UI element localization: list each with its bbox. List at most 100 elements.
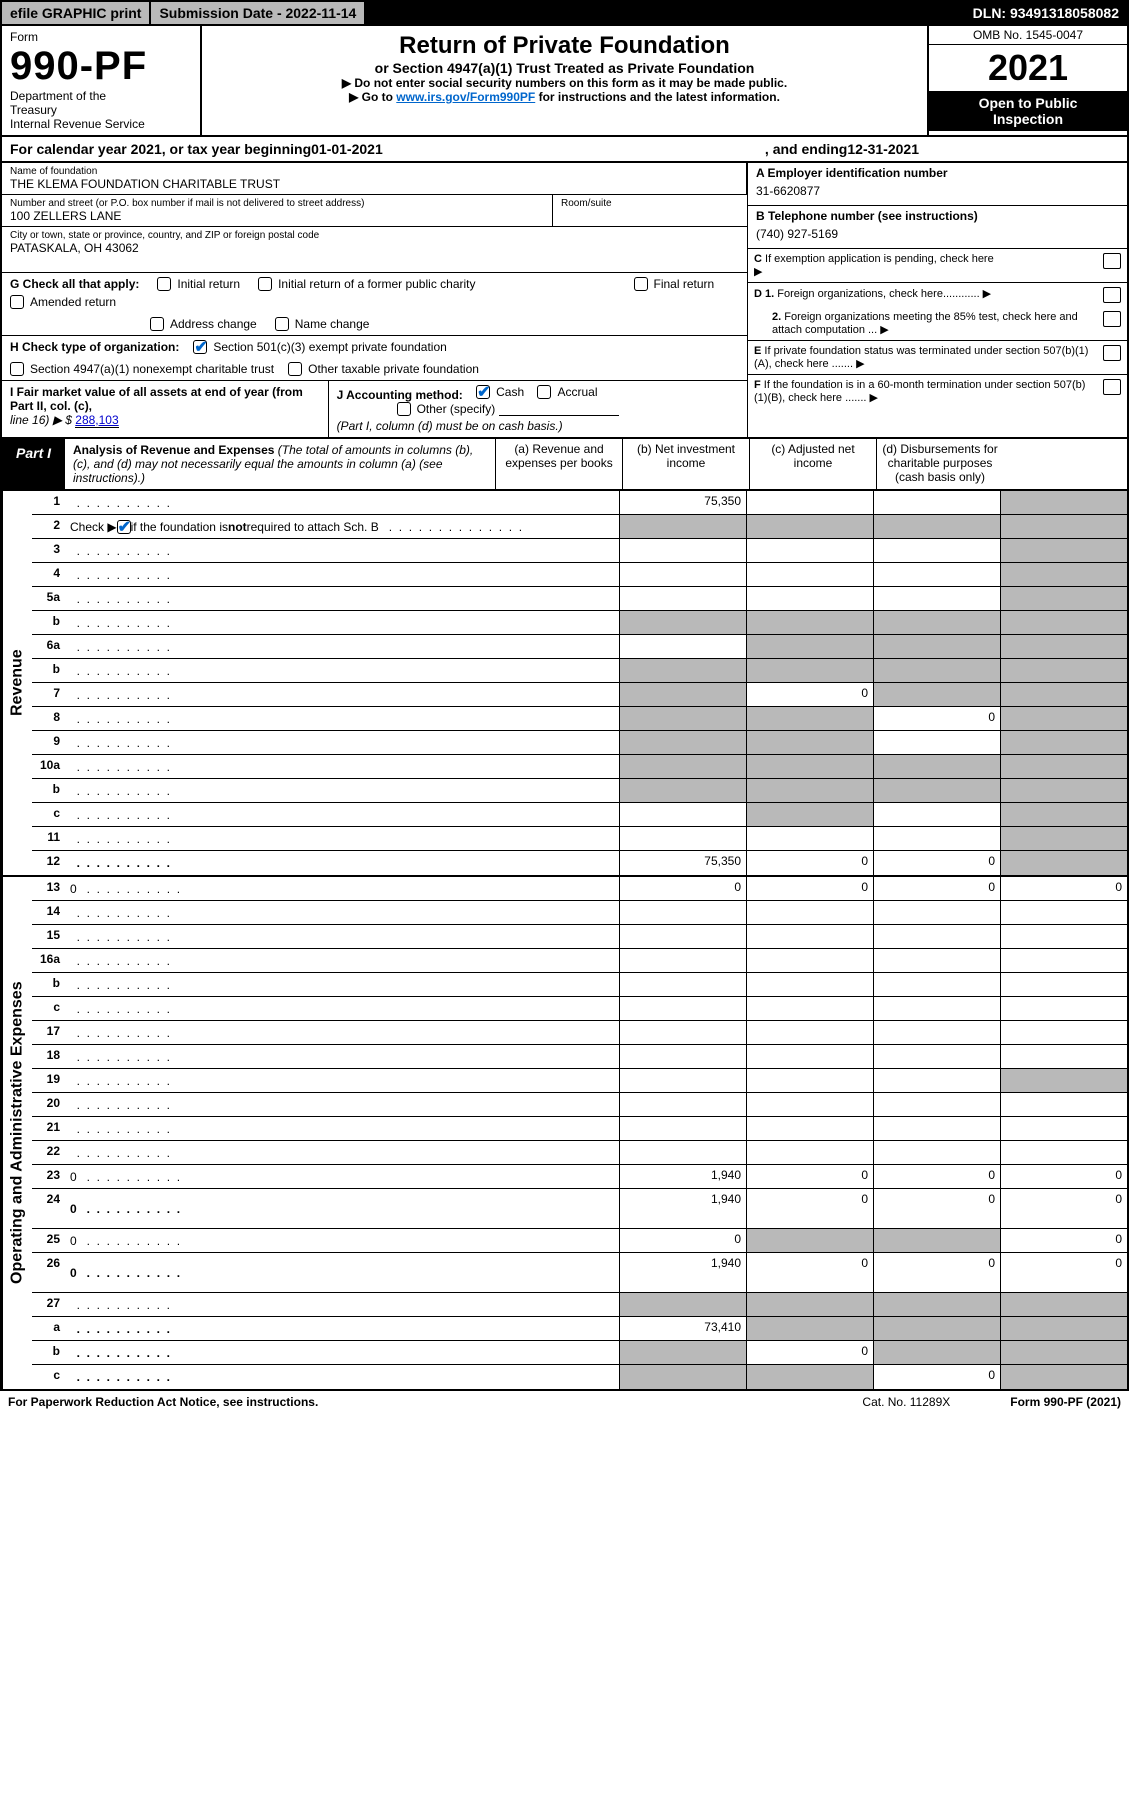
- h-opt-2: Section 4947(a)(1) nonexempt charitable …: [30, 362, 274, 376]
- table-row: 22 . . . . . . . . . .: [32, 1141, 1127, 1165]
- chk-4947[interactable]: [10, 362, 24, 376]
- g-opt-0: Initial return: [177, 277, 240, 291]
- chk-accrual[interactable]: [537, 385, 551, 399]
- cell-a: [619, 1069, 746, 1092]
- cell-a: [619, 997, 746, 1020]
- dln: DLN: 93491318058082: [965, 2, 1127, 24]
- cell-a: [619, 563, 746, 586]
- cell-d: [1000, 779, 1127, 802]
- chk-other-method[interactable]: [397, 402, 411, 416]
- j-note: (Part I, column (d) must be on cash basi…: [337, 419, 563, 433]
- fmv-link[interactable]: 288,103: [75, 413, 118, 428]
- row-num: 20: [32, 1093, 66, 1116]
- instr2-pre: ▶ Go to: [349, 90, 396, 104]
- chk-amended[interactable]: [10, 295, 24, 309]
- city-state-zip: PATASKALA, OH 43062: [10, 241, 739, 255]
- row-num: 14: [32, 901, 66, 924]
- row-num: 12: [32, 851, 66, 875]
- row-num: b: [32, 659, 66, 682]
- row-desc: . . . . . . . . . .: [66, 587, 619, 610]
- row-num: 7: [32, 683, 66, 706]
- chk-other-taxable[interactable]: [288, 362, 302, 376]
- chk-name-change[interactable]: [275, 317, 289, 331]
- chk-d1[interactable]: [1103, 287, 1121, 303]
- row-desc: . . . . . . . . . .: [66, 683, 619, 706]
- row-desc: 0 . . . . . . . . . .: [66, 1165, 619, 1188]
- telephone: (740) 927-5169: [756, 223, 1119, 245]
- cell-c: [873, 1117, 1000, 1140]
- table-row: 250 . . . . . . . . . .00: [32, 1229, 1127, 1253]
- revenue-table: Revenue 1 . . . . . . . . . .75,3502Chec…: [0, 491, 1129, 877]
- cell-a: [619, 1093, 746, 1116]
- cell-d: [1000, 1093, 1127, 1116]
- open-public-1: Open to Public: [931, 95, 1125, 111]
- table-row: 130 . . . . . . . . . .0000: [32, 877, 1127, 901]
- cell-d: [1000, 901, 1127, 924]
- cell-d: [1000, 683, 1127, 706]
- cell-b: [746, 515, 873, 538]
- footer-mid: Cat. No. 11289X: [862, 1395, 950, 1409]
- table-row: 8 . . . . . . . . . .0: [32, 707, 1127, 731]
- cell-b: [746, 635, 873, 658]
- cell-a: [619, 683, 746, 706]
- row-desc: Check ▶ if the foundation is not require…: [66, 515, 619, 538]
- chk-final-return[interactable]: [634, 277, 648, 291]
- topbar: efile GRAPHIC print Submission Date - 20…: [0, 0, 1129, 26]
- cell-c: 0: [873, 707, 1000, 730]
- row-num: b: [32, 973, 66, 996]
- cell-c: [873, 1093, 1000, 1116]
- chk-c[interactable]: [1103, 253, 1121, 269]
- table-row: 5a . . . . . . . . . .: [32, 587, 1127, 611]
- h-label: H Check type of organization:: [10, 340, 179, 354]
- row-desc: . . . . . . . . . .: [66, 949, 619, 972]
- row-desc: . . . . . . . . . .: [66, 563, 619, 586]
- row-desc: . . . . . . . . . .: [66, 491, 619, 514]
- form-number: 990-PF: [10, 44, 192, 89]
- cell-b: 0: [746, 1341, 873, 1364]
- cell-a: [619, 827, 746, 850]
- chk-d2[interactable]: [1103, 311, 1121, 327]
- row-desc: . . . . . . . . . .: [66, 779, 619, 802]
- form-title: Return of Private Foundation: [210, 32, 919, 60]
- cell-b: 0: [746, 851, 873, 875]
- cell-a: 75,350: [619, 851, 746, 875]
- cell-b: [746, 803, 873, 826]
- cell-b: [746, 611, 873, 634]
- row-desc: . . . . . . . . . .: [66, 755, 619, 778]
- cell-b: 0: [746, 1165, 873, 1188]
- cell-c: [873, 779, 1000, 802]
- table-row: b . . . . . . . . . .: [32, 779, 1127, 803]
- dept-3: Internal Revenue Service: [10, 117, 192, 131]
- cell-a: [619, 973, 746, 996]
- table-row: 27 . . . . . . . . . .: [32, 1293, 1127, 1317]
- item-d2: 2. Foreign organizations meeting the 85%…: [748, 307, 1127, 341]
- cell-a: [619, 901, 746, 924]
- chk-address-change[interactable]: [150, 317, 164, 331]
- table-row: c . . . . . . . . . .: [32, 997, 1127, 1021]
- cell-d: 0: [1000, 1253, 1127, 1292]
- chk-initial-return[interactable]: [157, 277, 171, 291]
- table-row: 12 . . . . . . . . . .75,35000: [32, 851, 1127, 875]
- cell-c: [873, 1341, 1000, 1364]
- chk-initial-former[interactable]: [258, 277, 272, 291]
- cell-d: [1000, 997, 1127, 1020]
- cal-begin: 01-01-2021: [311, 141, 383, 157]
- cal-end: 12-31-2021: [847, 141, 919, 157]
- chk-f[interactable]: [1103, 379, 1121, 395]
- row-num: b: [32, 611, 66, 634]
- chk-cash[interactable]: [476, 385, 490, 399]
- city-label: City or town, state or province, country…: [10, 230, 739, 241]
- cell-d: 0: [1000, 1189, 1127, 1228]
- cell-c: [873, 1141, 1000, 1164]
- cell-d: [1000, 1021, 1127, 1044]
- cell-b: [746, 1293, 873, 1316]
- street-address: 100 ZELLERS LANE: [10, 209, 544, 223]
- form-header: Form 990-PF Department of the Treasury I…: [0, 26, 1129, 137]
- room-label: Room/suite: [561, 198, 739, 209]
- instr-link[interactable]: www.irs.gov/Form990PF: [396, 90, 535, 104]
- table-row: b . . . . . . . . . .: [32, 973, 1127, 997]
- chk-501c3[interactable]: [193, 340, 207, 354]
- cell-a: [619, 779, 746, 802]
- cell-c: [873, 1293, 1000, 1316]
- chk-e[interactable]: [1103, 345, 1121, 361]
